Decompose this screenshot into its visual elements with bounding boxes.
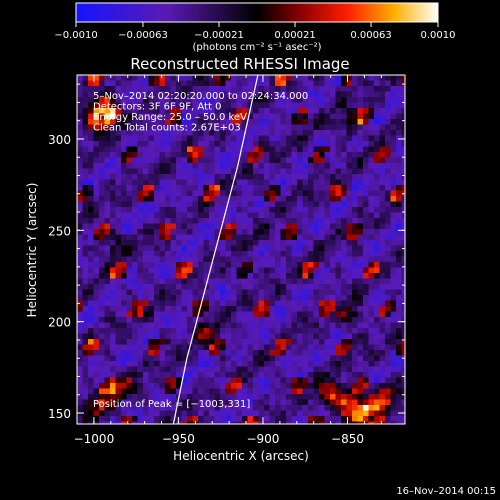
x-tick-label: −1000 (74, 432, 115, 446)
y-tick-label: 300 (48, 133, 71, 147)
colorbar-tick-label: 0.00021 (274, 30, 315, 41)
peak-position-label: Position of Peak = [−1003,331] (93, 399, 250, 410)
colorbar-tick-label: −0.00063 (118, 30, 168, 41)
plot-frame (76, 74, 406, 425)
heatmap-cells (77, 75, 405, 424)
annotation-line: Detectors: 3F 6F 9F, Att 0 (93, 102, 221, 113)
y-tick-label: 250 (48, 224, 71, 238)
chart-title: Reconstructed RHESSI Image (130, 55, 349, 73)
colorbar-ticks: −0.0010 −0.00063 −0.00021 0.00021 0.00063 0.0… (54, 22, 456, 41)
annotation-line: Clean Total counts: 2.67E+03 (93, 123, 241, 134)
x-tick-label: −850 (331, 432, 364, 446)
y-axis-label: Heliocentric Y (arcsec) (25, 183, 39, 318)
colorbar-tick-label: 0.0010 (421, 30, 456, 41)
annotation-line: 5–Nov–2014 02:20:20.000 to 02:24:34.000 (93, 91, 308, 102)
solar-limb-curve (172, 75, 259, 424)
colorbar-tick-label: −0.00021 (194, 30, 244, 41)
footer-timestamp: 16–Nov–2014 00:15 (396, 486, 496, 497)
x-tick-label: −900 (246, 432, 279, 446)
colorbar-tick-label: 0.00063 (350, 30, 391, 41)
annotation-line: Energy Range: 25.0 – 50.0 keV (93, 112, 247, 123)
x-axis-ticks: −1000 −950 −900 −850 (74, 75, 382, 446)
annotation-block: 5–Nov–2014 02:20:20.000 to 02:24:34.000D… (93, 91, 308, 134)
y-tick-label: 200 (48, 316, 71, 330)
x-tick-label: −950 (162, 432, 195, 446)
x-axis-label: Heliocentric X (arcsec) (173, 449, 309, 463)
y-tick-label: 150 (48, 407, 71, 421)
colorbar-tick-label: −0.0010 (54, 30, 97, 41)
colorbar (75, 2, 439, 23)
y-axis-ticks: 150 200 250 300 (48, 83, 405, 421)
colorbar-unit-label: (photons cm⁻² s⁻¹ asec⁻²) (192, 42, 321, 53)
